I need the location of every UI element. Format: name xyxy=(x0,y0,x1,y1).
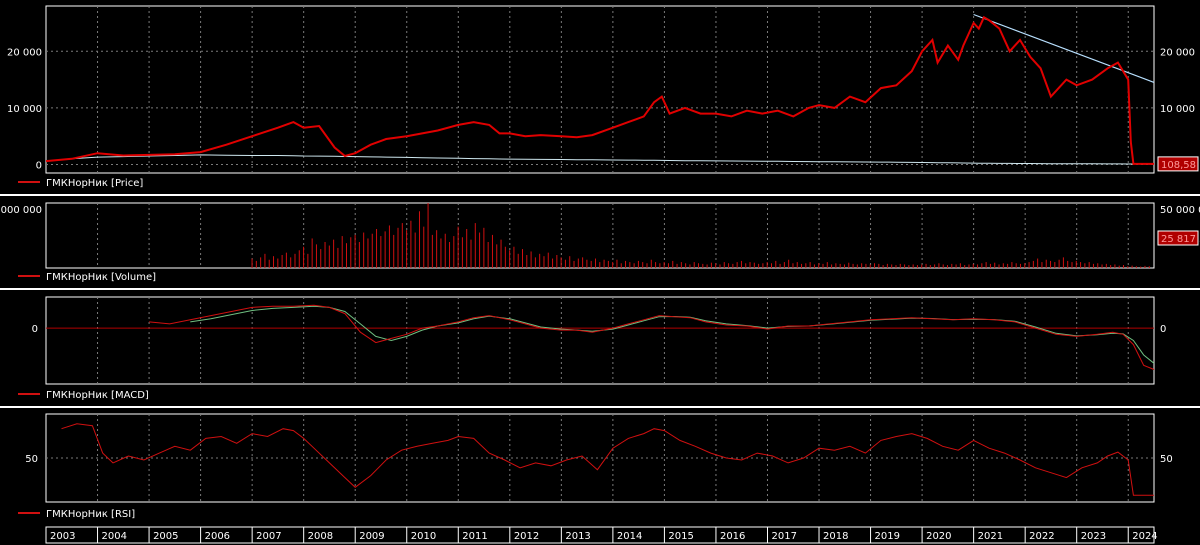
x-tick-label: 2006 xyxy=(205,531,230,542)
last-value-badge xyxy=(1157,230,1199,246)
y-tick-label-right: 50 xyxy=(1160,454,1173,465)
x-tick-label: 2010 xyxy=(411,531,436,542)
x-tick-label: 2016 xyxy=(720,531,745,542)
y-tick-label-right: 50 000 0 xyxy=(1160,205,1200,216)
legend-label: ГМКНорНик [Price] xyxy=(46,178,143,189)
x-tick-label: 2017 xyxy=(771,531,796,542)
y-tick-label-right: 0 xyxy=(1160,324,1166,335)
last-value-label: 25 817 5 xyxy=(1161,234,1200,245)
x-tick-label: 2012 xyxy=(514,531,539,542)
last-value-label: 108,58 xyxy=(1161,160,1196,171)
y-tick-label-left: 0 xyxy=(32,324,38,335)
pane-frame xyxy=(45,5,1155,174)
signal-line xyxy=(190,305,1155,364)
x-tick-label: 2008 xyxy=(308,531,333,542)
y-tick-label-left: 20 000 xyxy=(7,47,42,58)
macd-line xyxy=(149,304,1155,370)
x-tick-label: 2007 xyxy=(256,531,281,542)
pane-frame xyxy=(45,296,1155,385)
rsi-line xyxy=(61,423,1154,496)
x-axis: 2003 2004 2005 2006 2007 2008 2009 2010 2011 2012… xyxy=(45,526,1158,544)
x-tick-label: 2003 xyxy=(50,531,75,542)
x-tick-label: 2005 xyxy=(153,531,178,542)
y-tick-label-right: 20 000 xyxy=(1160,47,1195,58)
x-tick-label: 2022 xyxy=(1029,531,1054,542)
macd-pane: 0 0 ГМКНорНик [MACD] xyxy=(0,296,1200,408)
y-tick-label-left: 000 000 xyxy=(1,205,42,216)
x-tick-label: 2018 xyxy=(823,531,848,542)
volume-pane: 000 000 50 000 0 25 817 5 ГМКНорНик [Volume… xyxy=(0,202,1200,290)
rsi-pane: 50 50 ГМКНорНик [RSI] xyxy=(18,413,1173,520)
last-value-badge xyxy=(1157,156,1199,172)
x-tick-label: 2013 xyxy=(565,531,590,542)
legend-label: ГМКНорНик [Volume] xyxy=(46,272,156,283)
x-tick-label: 2019 xyxy=(875,531,900,542)
x-tick-label: 2020 xyxy=(926,531,951,542)
legend-label: ГМКНорНик [RSI] xyxy=(46,509,135,520)
y-tick-label-left: 0 xyxy=(36,161,42,172)
y-tick-label-left: 50 xyxy=(25,454,38,465)
x-tick-label: 2023 xyxy=(1081,531,1106,542)
baseline-line xyxy=(45,154,1154,165)
x-tick-label: 2009 xyxy=(359,531,384,542)
x-tick-label: 2004 xyxy=(102,531,127,542)
x-tick-label: 2024 xyxy=(1132,531,1157,542)
price-line xyxy=(45,15,1154,165)
x-tick-label: 2011 xyxy=(462,531,487,542)
y-tick-label-right: 10 000 xyxy=(1160,104,1195,115)
x-tick-label: 2015 xyxy=(668,531,693,542)
y-tick-label-left: 10 000 xyxy=(7,104,42,115)
legend-label: ГМКНорНик [MACD] xyxy=(46,390,149,401)
x-tick-label: 2014 xyxy=(617,531,642,542)
x-tick-label: 2021 xyxy=(978,531,1003,542)
